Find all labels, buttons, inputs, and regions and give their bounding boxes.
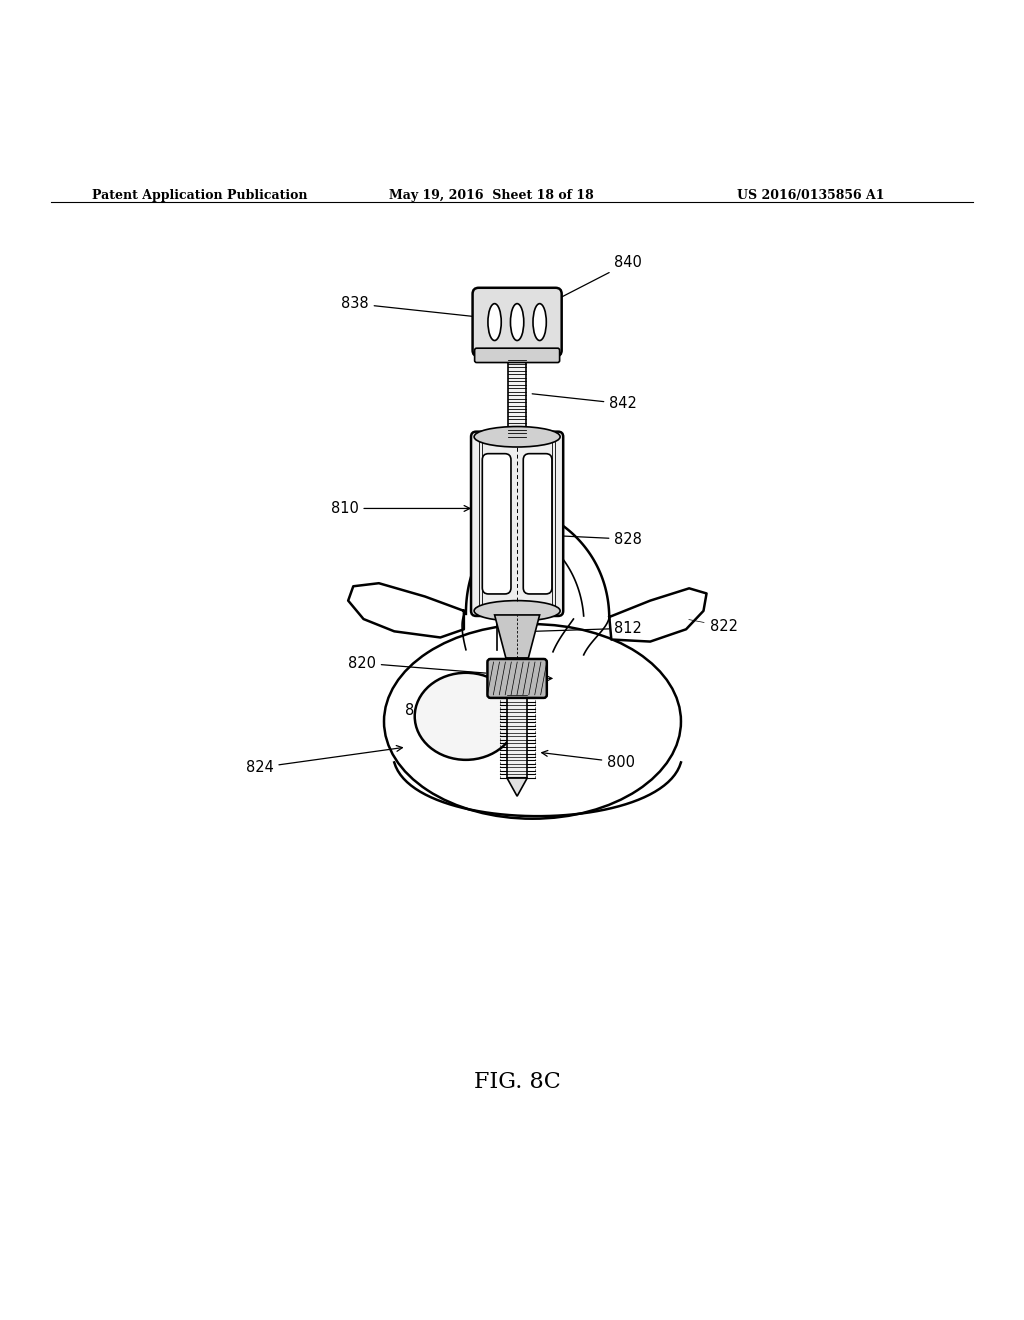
Text: 802: 802 [406, 704, 494, 726]
FancyBboxPatch shape [471, 432, 563, 616]
Text: 822: 822 [689, 619, 737, 634]
Ellipse shape [384, 624, 681, 818]
Bar [508, 360, 526, 437]
Text: US 2016/0135856 A1: US 2016/0135856 A1 [737, 189, 885, 202]
Ellipse shape [510, 304, 523, 341]
Text: 800: 800 [542, 751, 635, 770]
Ellipse shape [415, 673, 517, 760]
Polygon shape [495, 615, 540, 657]
Text: 838: 838 [341, 296, 475, 317]
Ellipse shape [487, 304, 502, 341]
Text: 820: 820 [348, 656, 485, 673]
Ellipse shape [506, 471, 563, 520]
FancyBboxPatch shape [523, 454, 552, 594]
Polygon shape [507, 777, 527, 796]
FancyBboxPatch shape [482, 454, 511, 594]
Text: 824: 824 [246, 746, 402, 775]
Bar [507, 694, 527, 777]
Ellipse shape [474, 426, 560, 447]
FancyBboxPatch shape [475, 348, 559, 363]
Polygon shape [348, 583, 464, 638]
FancyBboxPatch shape [473, 288, 561, 356]
Text: 810: 810 [331, 502, 470, 516]
Ellipse shape [534, 304, 547, 341]
Polygon shape [609, 589, 707, 642]
Ellipse shape [474, 601, 560, 622]
FancyBboxPatch shape [487, 659, 547, 698]
Text: 842: 842 [532, 393, 637, 412]
Text: 828: 828 [524, 532, 642, 546]
Text: 812: 812 [537, 620, 642, 636]
Text: FIG. 8C: FIG. 8C [474, 1071, 560, 1093]
Text: Patent Application Publication: Patent Application Publication [92, 189, 307, 202]
Text: 840: 840 [547, 255, 642, 305]
Text: May 19, 2016  Sheet 18 of 18: May 19, 2016 Sheet 18 of 18 [389, 189, 594, 202]
